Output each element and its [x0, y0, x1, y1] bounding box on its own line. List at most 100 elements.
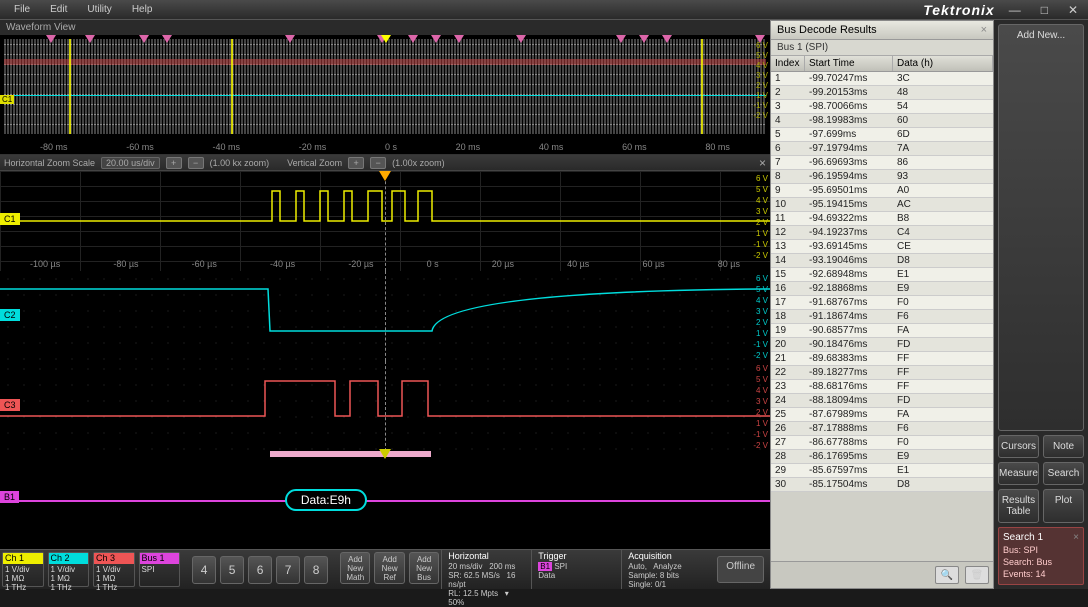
zoom-out-button[interactable]: − — [188, 157, 204, 169]
minimize-icon[interactable]: — — [1003, 3, 1027, 17]
decode-row[interactable]: 25-87.67989msFA — [771, 408, 993, 422]
decode-table-rows[interactable]: 1-99.70247ms3C2-99.20153ms483-98.70066ms… — [771, 72, 993, 561]
bus-data-bubble: Data:E9h — [285, 489, 367, 511]
decode-row[interactable]: 24-88.18094msFD — [771, 394, 993, 408]
zoom-in-button[interactable]: + — [166, 157, 182, 169]
decode-row[interactable]: 27-86.67788msF0 — [771, 436, 993, 450]
bus-decode-panel: Bus Decode Results × Bus 1 (SPI) Index St… — [770, 20, 994, 589]
close-icon[interactable]: ✕ — [1062, 3, 1084, 17]
decode-row[interactable]: 12-94.19237msC4 — [771, 226, 993, 240]
vzoom-factor: (1.00x zoom) — [392, 158, 445, 168]
overview-vscale: 6 V5 V4 V3 V2 V1 V-1 V-2 V — [753, 41, 768, 121]
results-table-button[interactable]: Results Table — [998, 489, 1039, 523]
add-math-button[interactable]: Add New Math — [340, 552, 370, 584]
decode-row[interactable]: 4-98.19983ms60 — [771, 114, 993, 128]
decode-subtitle: Bus 1 (SPI) — [771, 40, 993, 56]
decode-row[interactable]: 1-99.70247ms3C — [771, 72, 993, 86]
decode-row[interactable]: 17-91.68767msF0 — [771, 296, 993, 310]
brand-logo: Tektronix — [923, 2, 995, 18]
vzoom-label: Vertical Zoom — [287, 158, 342, 168]
search-box-close-icon[interactable]: × — [1073, 532, 1079, 544]
zoom-label: Horizontal Zoom Scale — [4, 158, 95, 168]
right-panel: Add New... Cursors Note Measure Search R… — [994, 20, 1088, 589]
add-new-button[interactable]: Add New... — [998, 24, 1084, 431]
decode-row[interactable]: 26-87.17888msF6 — [771, 422, 993, 436]
ch1-button[interactable]: Ch 11 V/div1 MΩ1 THz — [2, 552, 44, 587]
decode-row[interactable]: 7-96.69693ms86 — [771, 156, 993, 170]
maximize-icon[interactable]: □ — [1035, 3, 1054, 17]
trigger-indicator-icon — [379, 171, 391, 181]
decode-row[interactable]: 3-98.70066ms54 — [771, 100, 993, 114]
decode-row[interactable]: 23-88.68176msFF — [771, 380, 993, 394]
channel-8-button[interactable]: 8 — [304, 556, 328, 584]
decode-row[interactable]: 21-89.68383msFF — [771, 352, 993, 366]
decode-title: Bus Decode Results — [777, 24, 877, 36]
decode-row[interactable]: 15-92.68948msE1 — [771, 268, 993, 282]
decode-close-icon[interactable]: × — [981, 24, 987, 36]
bus1-tag[interactable]: B1 — [0, 491, 19, 503]
zoom-factor: (1.00 kx zoom) — [210, 158, 270, 168]
menu-help[interactable]: Help — [122, 2, 163, 17]
overview-ch1-badge: C1 — [0, 95, 14, 104]
ch3-button[interactable]: Ch 31 V/div1 MΩ1 THz — [93, 552, 135, 587]
plot-button[interactable]: Plot — [1043, 489, 1084, 523]
ch3-tag[interactable]: C3 — [0, 399, 20, 411]
decode-row[interactable]: 29-85.67597msE1 — [771, 464, 993, 478]
decode-row[interactable]: 20-90.18476msFD — [771, 338, 993, 352]
add-ref-button[interactable]: Add New Ref — [374, 552, 404, 584]
menu-utility[interactable]: Utility — [77, 2, 121, 17]
decode-row[interactable]: 5-97.699ms6D — [771, 128, 993, 142]
decode-row[interactable]: 28-86.17695msE9 — [771, 450, 993, 464]
bus-event-band — [270, 451, 432, 457]
measure-button[interactable]: Measure — [998, 462, 1039, 485]
cursors-button[interactable]: Cursors — [998, 435, 1039, 458]
decode-row[interactable]: 9-95.69501msA0 — [771, 184, 993, 198]
search-result-box[interactable]: Search 1× Bus: SPI Search: Bus Events: 1… — [998, 527, 1084, 585]
waveform-area: Waveform View C1 -80 ms-60 ms-40 ms-20 m… — [0, 20, 770, 589]
acquisition-info[interactable]: Acquisition Auto, Analyze Sample: 8 bits… — [621, 550, 711, 589]
vzoom-out-button[interactable]: − — [370, 157, 386, 169]
trigger-info[interactable]: Trigger B1 SPI Data — [531, 550, 621, 589]
search-button[interactable]: Search — [1043, 462, 1084, 485]
decode-row[interactable]: 30-85.17504msD8 — [771, 478, 993, 492]
decode-row[interactable]: 14-93.19046msD8 — [771, 254, 993, 268]
decode-row[interactable]: 16-92.18868msE9 — [771, 282, 993, 296]
zoom-scale-value[interactable]: 20.00 us/div — [101, 157, 160, 169]
overview-strip[interactable]: C1 -80 ms-60 ms-40 ms-20 ms0 s20 ms40 ms… — [0, 35, 770, 155]
bus1-button[interactable]: Bus 1SPI — [139, 552, 181, 587]
channel-6-button[interactable]: 6 — [248, 556, 272, 584]
decode-row[interactable]: 8-96.19594ms93 — [771, 170, 993, 184]
channel-7-button[interactable]: 7 — [276, 556, 300, 584]
menu-file[interactable]: File — [4, 2, 40, 17]
add-bus-button[interactable]: Add New Bus — [409, 552, 439, 584]
bus-trigger-icon — [379, 449, 391, 459]
offline-button[interactable]: Offline — [717, 556, 764, 583]
ch2-button[interactable]: Ch 21 V/div1 MΩ1 THz — [48, 552, 90, 587]
ch1-tag[interactable]: C1 — [0, 213, 20, 225]
channel-4-button[interactable]: 4 — [192, 556, 216, 584]
bottom-bar: Ch 11 V/div1 MΩ1 THz Ch 21 V/div1 MΩ1 TH… — [0, 549, 770, 589]
traces-viewport[interactable]: C1 6 V5 V4 V3 V2 V1 V-1 V-2 V -100 µs-80… — [0, 171, 770, 549]
waveform-view-title: Waveform View — [0, 20, 770, 35]
menubar: File Edit Utility Help Tektronix — □ ✕ — [0, 0, 1088, 20]
zoom-bar: Horizontal Zoom Scale 20.00 us/div + − (… — [0, 155, 770, 171]
overview-time-axis: -80 ms-60 ms-40 ms-20 ms0 s20 ms40 ms60 … — [0, 142, 770, 152]
decode-row[interactable]: 22-89.18277msFF — [771, 366, 993, 380]
decode-row[interactable]: 2-99.20153ms48 — [771, 86, 993, 100]
decode-table-header: Index Start Time Data (h) — [771, 56, 993, 72]
decode-search-icon[interactable]: 🔍 — [935, 566, 959, 584]
menu-edit[interactable]: Edit — [40, 2, 77, 17]
horizontal-info[interactable]: Horizontal 20 ms/div 200 ms SR: 62.5 MS/… — [441, 550, 531, 589]
decode-delete-icon[interactable]: 🗑 — [965, 566, 989, 584]
decode-row[interactable]: 11-94.69322msB8 — [771, 212, 993, 226]
zoombar-close-icon[interactable]: × — [759, 156, 766, 170]
note-button[interactable]: Note — [1043, 435, 1084, 458]
decode-row[interactable]: 10-95.19415msAC — [771, 198, 993, 212]
decode-row[interactable]: 19-90.68577msFA — [771, 324, 993, 338]
decode-row[interactable]: 13-93.69145msCE — [771, 240, 993, 254]
ch2-tag[interactable]: C2 — [0, 309, 20, 321]
decode-row[interactable]: 6-97.19794ms7A — [771, 142, 993, 156]
decode-row[interactable]: 18-91.18674msF6 — [771, 310, 993, 324]
channel-5-button[interactable]: 5 — [220, 556, 244, 584]
vzoom-in-button[interactable]: + — [348, 157, 364, 169]
